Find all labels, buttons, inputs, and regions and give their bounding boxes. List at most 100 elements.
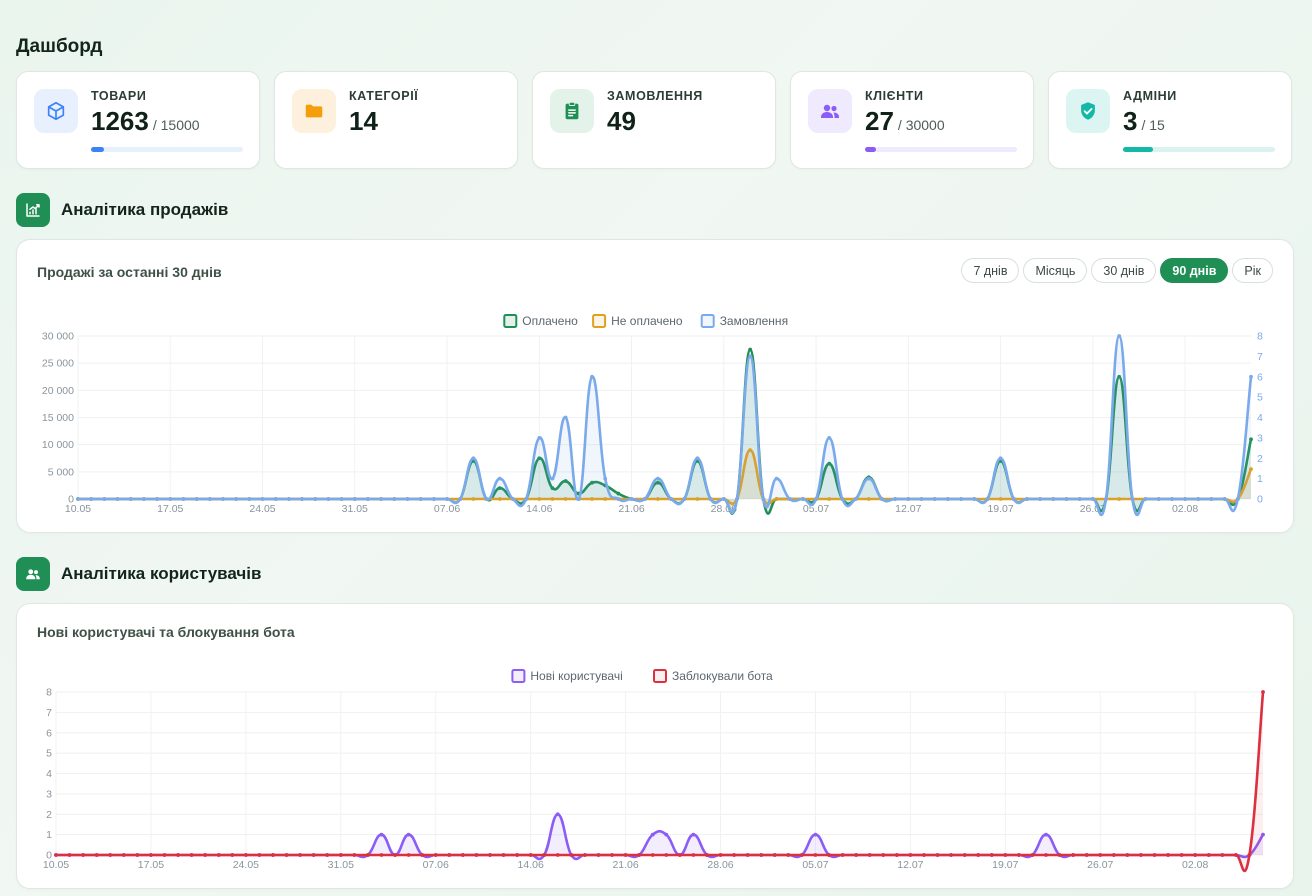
x-tick-label: 14.06 [518,859,544,871]
data-point [827,497,832,501]
data-point [474,853,479,857]
data-point [1003,853,1008,857]
y-tick-label: 0 [68,494,74,506]
sales-chart-card: Продажі за останні 30 днів 7 днів Місяць… [16,239,1294,533]
data-point [1156,497,1161,501]
data-point [393,853,397,857]
data-point [922,853,926,857]
stat-card-clients[interactable]: КЛІЄНТИ 27/ 30000 [790,71,1034,169]
data-point [866,476,871,481]
data-point [1057,853,1062,857]
data-point [528,853,533,857]
data-point [691,832,696,837]
data-point [1130,497,1135,501]
data-point [650,832,655,837]
data-point [81,853,86,857]
y2-tick-label: 4 [1257,412,1263,424]
x-tick-label: 05.07 [803,503,829,515]
data-point [759,853,764,857]
data-point [488,853,492,857]
y-tick-label: 5 [46,748,52,760]
series-area [56,814,1263,859]
data-point [1183,497,1188,501]
data-point [168,497,173,501]
data-point [1038,497,1043,501]
data-point [392,497,397,501]
data-point [420,853,425,857]
data-point [962,853,967,857]
data-point [433,853,438,857]
data-point [1209,497,1214,501]
data-point [590,480,594,485]
data-point [854,853,859,857]
data-point [216,853,221,857]
stat-card-products[interactable]: ТОВАРИ 1263/ 15000 [16,71,260,169]
data-point [772,853,777,857]
x-tick-label: 17.05 [157,503,183,515]
data-point [102,497,107,501]
x-tick-label: 24.05 [233,859,259,871]
data-point [405,497,410,501]
stat-label: АДМІНИ [1123,89,1177,103]
data-point [629,497,634,501]
range-month[interactable]: Місяць [1023,258,1088,283]
data-point [1247,853,1252,857]
x-tick-label: 19.07 [992,859,1018,871]
data-point [590,374,594,379]
data-point [1051,497,1056,501]
data-point [54,853,58,857]
data-point [1166,853,1170,857]
data-point [515,853,520,857]
x-tick-label: 28.06 [707,859,733,871]
stat-card-categories[interactable]: КАТЕГОРІЇ 14 [274,71,518,169]
x-tick-label: 26.07 [1087,859,1113,871]
y2-tick-label: 2 [1257,453,1263,465]
data-point [550,486,555,491]
data-point [745,853,750,857]
legend-label: Не оплачено [611,314,683,328]
stat-card-admins[interactable]: АДМІНИ 3/ 15 [1048,71,1292,169]
stat-value: 49 [607,106,636,136]
range-30-days[interactable]: 30 днів [1091,258,1157,283]
sales-section-header: Аналітика продажів [16,193,228,227]
data-point [194,497,199,501]
data-point [735,497,739,501]
data-point [1233,853,1238,857]
stat-card-orders[interactable]: ЗАМОВЛЕННЯ 49 [532,71,776,169]
data-point [998,497,1003,501]
range-year[interactable]: Рік [1232,258,1273,283]
users-icon [16,557,50,591]
data-point [431,497,436,501]
data-point [908,853,913,857]
range-7-days[interactable]: 7 днів [961,258,1020,283]
data-point [1044,853,1048,857]
data-point [867,853,872,857]
range-90-days[interactable]: 90 днів [1160,258,1229,283]
data-point [949,853,953,857]
data-point [642,497,647,501]
y-tick-label: 0 [46,850,52,862]
data-point [89,497,94,501]
data-point [497,476,502,481]
data-point [814,497,818,501]
data-point [135,853,140,857]
data-point [108,853,113,857]
data-point [406,853,411,857]
data-point [813,832,818,837]
data-point [695,456,700,461]
stat-label: ЗАМОВЛЕННЯ [607,89,703,103]
data-point [616,491,621,496]
y2-tick-label: 8 [1257,331,1263,343]
data-point [569,853,574,857]
data-point [524,497,529,501]
data-point [1206,853,1211,857]
stat-value: 27/ 30000 [865,106,945,136]
y2-tick-label: 5 [1257,392,1263,404]
data-point [230,853,235,857]
y2-tick-label: 6 [1257,371,1263,383]
data-point [708,497,713,501]
data-point [774,476,779,481]
stat-progress-bar [865,147,1017,152]
users-section-header: Аналітика користувачів [16,557,261,591]
y-tick-label: 3 [46,788,52,800]
